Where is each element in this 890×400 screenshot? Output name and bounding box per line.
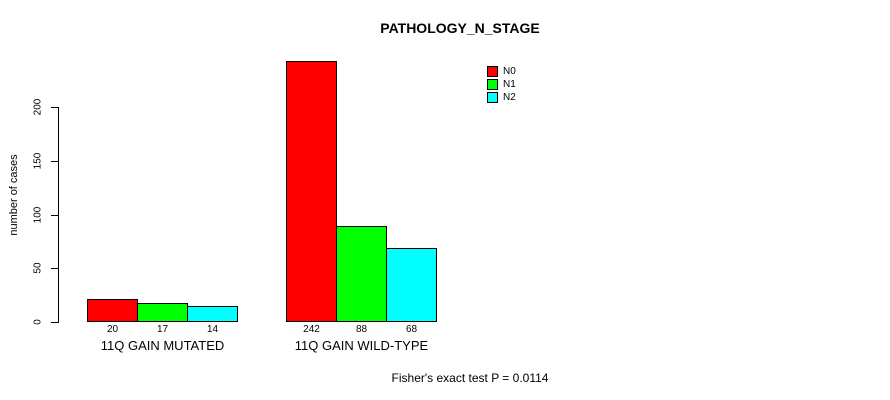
stat-annotation: Fisher's exact test P = 0.0114: [391, 371, 549, 385]
y-axis-tick: [51, 215, 58, 216]
bar-n2: [187, 306, 238, 322]
legend-swatch-n2: [487, 92, 498, 103]
bar-value-label: 14: [206, 324, 219, 335]
x-category-label: 11Q GAIN WILD-TYPE: [294, 338, 429, 353]
legend-label-n1: N1: [503, 79, 516, 90]
legend-swatch-n0: [487, 66, 498, 77]
bar-value-label: 242: [303, 324, 320, 335]
y-axis-tick: [51, 107, 58, 108]
legend-swatch-n1: [487, 79, 498, 90]
legend-label-n0: N0: [503, 66, 516, 77]
bar-value-label: 20: [106, 324, 119, 335]
bar-value-label: 68: [405, 324, 418, 335]
bar-n1: [336, 226, 387, 322]
y-axis-tick-label: 0: [32, 319, 44, 325]
y-axis-line: [58, 107, 59, 323]
y-axis-tick-label: 100: [32, 206, 44, 224]
x-category-label: 11Q GAIN MUTATED: [100, 338, 225, 353]
legend-label-n2: N2: [503, 92, 516, 103]
y-axis-tick: [51, 322, 58, 323]
y-axis-tick: [51, 268, 58, 269]
y-axis-tick: [51, 161, 58, 162]
bar-value-label: 17: [156, 324, 169, 335]
bar-n0: [87, 299, 138, 322]
chart-title: PATHOLOGY_N_STAGE: [380, 20, 540, 36]
y-axis-tick-label: 150: [32, 152, 44, 170]
bar-n1: [137, 303, 188, 322]
bar-value-label: 88: [355, 324, 368, 335]
bar-n0: [286, 61, 337, 322]
y-axis-tick-label: 200: [32, 98, 44, 116]
y-axis-tick-label: 50: [32, 262, 44, 274]
bar-n2: [386, 248, 437, 322]
